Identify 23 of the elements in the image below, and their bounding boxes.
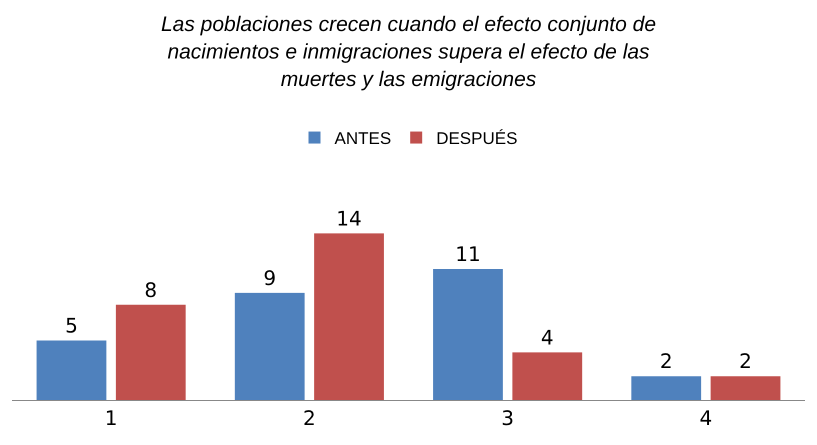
bar xyxy=(512,352,582,400)
data-label: 14 xyxy=(336,206,362,230)
bar xyxy=(116,304,186,400)
legend-label: ANTES xyxy=(334,129,392,148)
bar xyxy=(36,340,106,400)
data-label: 2 xyxy=(660,349,673,374)
data-label: 8 xyxy=(144,278,158,302)
data-label: 4 xyxy=(540,325,554,350)
bar xyxy=(433,269,503,400)
data-label: 5 xyxy=(65,313,78,338)
data-label: 2 xyxy=(739,349,752,374)
chart-title: Las poblaciones crecen cuando el efecto conjunto de nacimientos e inmigraciones supera el efecto de las muertes y las emigraciones xyxy=(160,13,656,91)
data-label: 9 xyxy=(263,266,276,290)
x-tick-label: 2 xyxy=(303,406,316,430)
x-tick-label: 1 xyxy=(104,406,118,430)
legend-label: DESPUÉS xyxy=(436,129,518,148)
x-tick-label: 3 xyxy=(501,406,514,430)
x-tick-label: 4 xyxy=(700,406,712,430)
bar xyxy=(631,376,702,400)
bar xyxy=(710,376,780,400)
data-label: 11 xyxy=(455,242,481,266)
bar xyxy=(314,233,384,400)
bar xyxy=(234,292,305,400)
